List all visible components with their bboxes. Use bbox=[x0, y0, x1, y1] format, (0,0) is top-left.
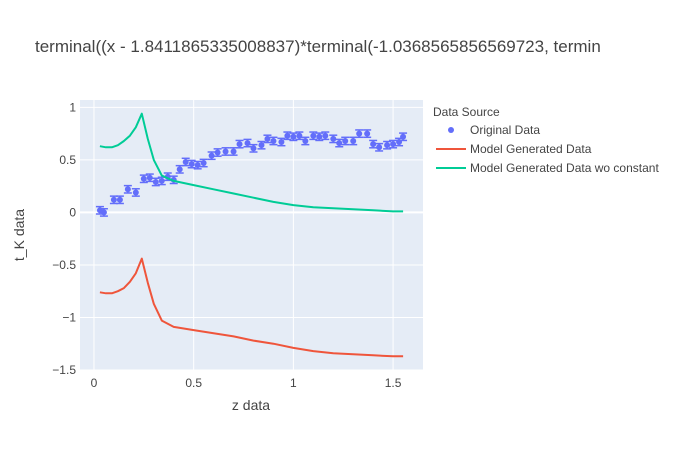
grid-lines bbox=[80, 100, 423, 371]
legend-label: Model Generated Data bbox=[470, 142, 592, 156]
data-point bbox=[194, 162, 201, 169]
data-point bbox=[278, 139, 285, 146]
data-point bbox=[230, 148, 237, 155]
data-point bbox=[342, 137, 349, 144]
x-axis-title: z data bbox=[232, 397, 270, 413]
data-point bbox=[208, 152, 215, 159]
legend[interactable]: Data Source Original Data Model Generated… bbox=[433, 105, 659, 175]
data-point bbox=[182, 158, 189, 165]
series-2 bbox=[99, 112, 404, 213]
data-point bbox=[124, 186, 131, 193]
data-point bbox=[270, 137, 277, 144]
data-point bbox=[400, 133, 407, 140]
data-point bbox=[244, 140, 251, 147]
data-point bbox=[290, 133, 297, 140]
data-point bbox=[132, 189, 139, 196]
data-point bbox=[176, 166, 183, 173]
series-line bbox=[99, 257, 404, 358]
legend-item-0[interactable]: Original Data bbox=[448, 123, 540, 137]
data-point bbox=[116, 196, 123, 203]
data-point bbox=[214, 149, 221, 156]
y-axis-title: t_K data bbox=[11, 209, 27, 261]
data-point bbox=[390, 141, 397, 148]
data-point bbox=[370, 141, 377, 148]
data-point bbox=[376, 144, 383, 151]
data-point bbox=[158, 177, 165, 184]
x-tick-label: 0.5 bbox=[185, 376, 202, 390]
y-tick-label: 0 bbox=[69, 205, 76, 219]
data-point bbox=[310, 132, 317, 139]
legend-swatch-marker bbox=[448, 127, 454, 133]
y-tick-label: −1.5 bbox=[52, 363, 76, 377]
data-point bbox=[330, 135, 337, 142]
data-point bbox=[110, 196, 117, 203]
x-tick-label: 0 bbox=[91, 376, 98, 390]
data-point bbox=[222, 148, 229, 155]
legend-label: Original Data bbox=[470, 123, 540, 137]
y-tick-label: −1 bbox=[62, 310, 76, 324]
data-point bbox=[258, 142, 265, 149]
data-point bbox=[250, 145, 257, 152]
data-point bbox=[322, 132, 329, 139]
legend-label: Model Generated Data wo constant bbox=[470, 161, 659, 175]
series-1 bbox=[99, 257, 404, 358]
data-point bbox=[356, 130, 363, 137]
x-tick-label: 1.5 bbox=[385, 376, 402, 390]
data-point bbox=[140, 175, 147, 182]
legend-items: Original Data Model Generated Data Model G… bbox=[436, 123, 659, 175]
data-point bbox=[284, 132, 291, 139]
data-point bbox=[350, 137, 357, 144]
data-point bbox=[146, 174, 153, 181]
data-point bbox=[296, 132, 303, 139]
data-point bbox=[236, 141, 243, 148]
series-line bbox=[99, 112, 404, 213]
data-point bbox=[384, 142, 391, 149]
legend-item-1[interactable]: Model Generated Data bbox=[436, 142, 592, 156]
chart-title: terminal((x - 1.8411865335008837)*termin… bbox=[35, 37, 601, 56]
legend-item-2[interactable]: Model Generated Data wo constant bbox=[436, 161, 659, 175]
data-point bbox=[264, 135, 271, 142]
data-point bbox=[152, 178, 159, 185]
data-point bbox=[302, 137, 309, 144]
series-0 bbox=[95, 129, 408, 217]
legend-title: Data Source bbox=[433, 105, 500, 119]
data-point bbox=[200, 160, 207, 167]
data-point bbox=[336, 140, 343, 147]
data-point bbox=[100, 209, 107, 216]
y-tick-label: 0.5 bbox=[59, 153, 76, 167]
data-point bbox=[316, 133, 323, 140]
series-layer bbox=[95, 112, 408, 358]
x-tick-label: 1 bbox=[290, 376, 297, 390]
y-tick-label: −0.5 bbox=[52, 258, 76, 272]
axis-ticks: 0 0.5 1 1.5 −1.5 −1 −0.5 0 0.5 1 bbox=[52, 100, 401, 390]
y-tick-label: 1 bbox=[69, 100, 76, 114]
data-point bbox=[364, 130, 371, 137]
data-point bbox=[188, 161, 195, 168]
